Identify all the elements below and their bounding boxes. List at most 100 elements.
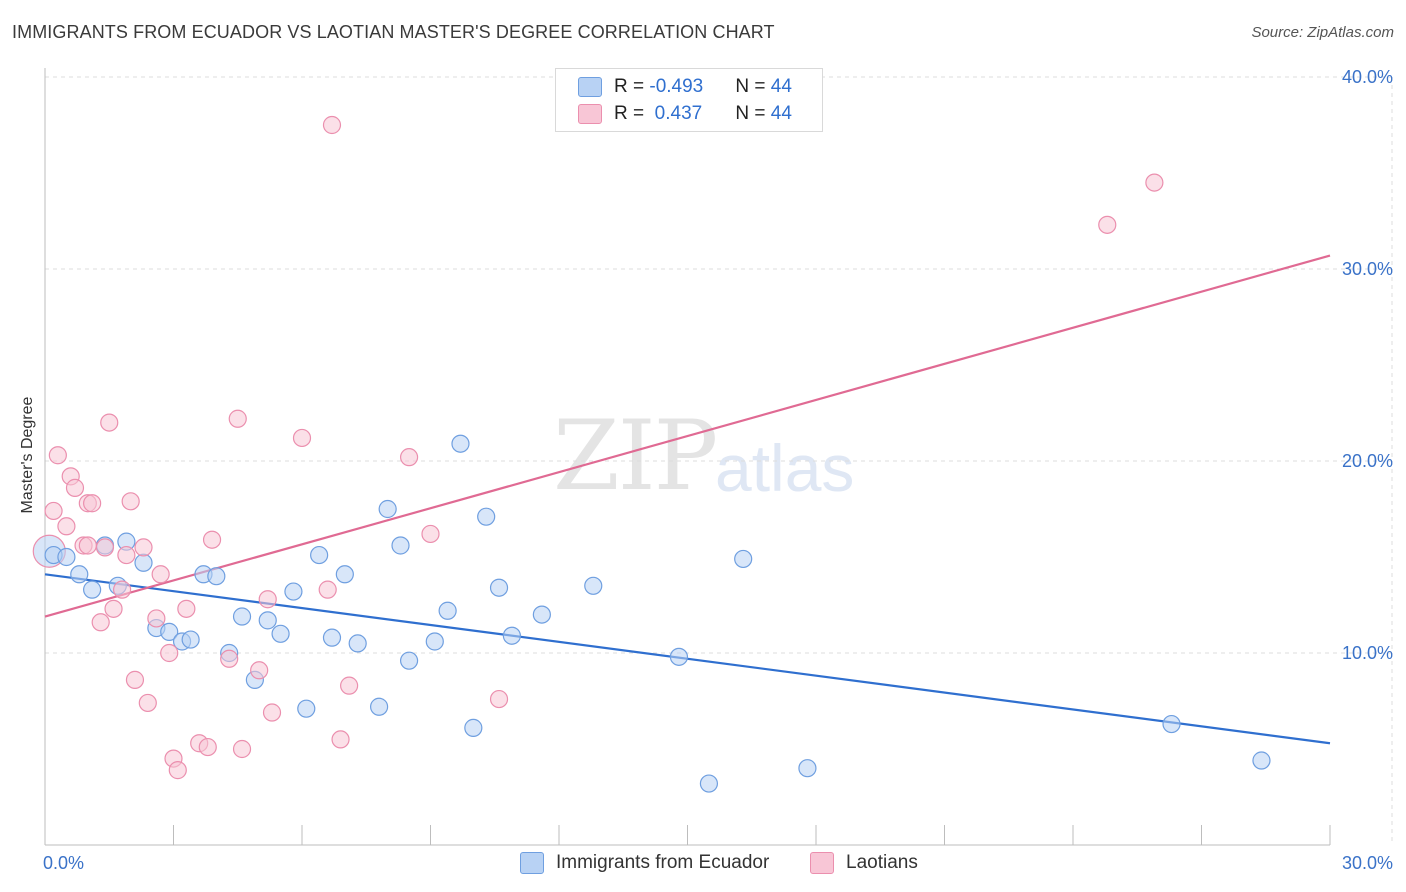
data-point bbox=[57, 517, 76, 536]
data-point bbox=[310, 545, 329, 565]
data-point bbox=[168, 761, 187, 780]
x-tick-label: 30.0% bbox=[1342, 853, 1393, 873]
trend-line-laotians bbox=[44, 254, 1331, 618]
data-point bbox=[48, 446, 67, 465]
data-point bbox=[121, 492, 140, 511]
source-credit: Source: ZipAtlas.com bbox=[1251, 24, 1394, 41]
tick-labels: 10.0% 20.0% 30.0% 40.0% 0.0% 30.0% bbox=[43, 67, 1393, 873]
data-point bbox=[232, 739, 252, 759]
data-point bbox=[699, 774, 719, 793]
data-point bbox=[125, 670, 145, 689]
axes bbox=[44, 68, 1331, 846]
data-point bbox=[421, 524, 440, 544]
n-label: N = bbox=[735, 76, 771, 97]
data-point bbox=[489, 578, 509, 597]
data-point bbox=[318, 580, 337, 599]
data-point bbox=[232, 607, 252, 626]
data-point bbox=[117, 545, 136, 565]
data-point bbox=[262, 703, 282, 722]
data-point bbox=[322, 115, 342, 135]
y-tick-label: 40.0% bbox=[1342, 67, 1393, 87]
y-axis-label: Master's Degree bbox=[19, 396, 36, 514]
data-point bbox=[112, 580, 132, 599]
data-point bbox=[669, 647, 689, 666]
data-point bbox=[207, 567, 226, 586]
data-point bbox=[70, 565, 89, 584]
data-point bbox=[228, 409, 247, 428]
data-point bbox=[83, 494, 102, 513]
data-point bbox=[198, 737, 217, 757]
data-point bbox=[250, 661, 269, 680]
data-point bbox=[464, 718, 483, 737]
data-point bbox=[95, 538, 115, 557]
data-point bbox=[100, 413, 119, 432]
n-label: N = bbox=[735, 103, 771, 124]
y-tick-label: 30.0% bbox=[1342, 259, 1393, 279]
data-point bbox=[78, 536, 97, 555]
data-point bbox=[134, 553, 153, 572]
data-point bbox=[160, 643, 179, 663]
blue-swatch-icon bbox=[578, 77, 602, 97]
watermark-atlas: atlas bbox=[715, 431, 855, 505]
y-tick-label: 10.0% bbox=[1342, 643, 1393, 663]
data-point bbox=[258, 590, 277, 609]
data-point bbox=[340, 676, 359, 695]
data-point bbox=[177, 599, 196, 618]
data-point bbox=[532, 605, 551, 624]
data-point bbox=[425, 632, 444, 651]
data-point bbox=[147, 609, 166, 628]
trend-lines bbox=[44, 254, 1331, 745]
legend-label-ecuador: Immigrants from Ecuador bbox=[556, 852, 770, 873]
data-point bbox=[151, 565, 170, 584]
legend-item-laotians[interactable]: Laotians bbox=[810, 852, 918, 874]
data-point bbox=[477, 507, 496, 526]
data-point bbox=[292, 428, 312, 448]
data-point bbox=[1162, 714, 1181, 734]
chart-title: IMMIGRANTS FROM ECUADOR VS LAOTIAN MASTE… bbox=[12, 22, 775, 42]
grid-lines bbox=[45, 76, 1393, 845]
data-point bbox=[271, 624, 290, 643]
legend-row-laotians: R = 0.437 N = 44 bbox=[578, 102, 792, 126]
pink-swatch-icon bbox=[578, 104, 602, 124]
data-point bbox=[91, 613, 110, 632]
data-point bbox=[284, 582, 303, 601]
data-point bbox=[83, 580, 102, 599]
data-point bbox=[391, 536, 410, 555]
data-point bbox=[489, 689, 509, 709]
r-value: 0.437 bbox=[649, 103, 703, 124]
data-point bbox=[138, 693, 157, 713]
legend-row-ecuador: R = -0.493 N = 44 bbox=[578, 75, 792, 99]
data-point bbox=[399, 448, 419, 467]
data-point bbox=[370, 697, 389, 716]
data-point bbox=[451, 434, 470, 453]
data-point bbox=[160, 622, 179, 641]
data-point bbox=[258, 611, 277, 630]
data-point bbox=[584, 576, 603, 595]
data-point bbox=[181, 630, 200, 649]
n-value: 44 bbox=[770, 76, 792, 97]
n-value: 44 bbox=[770, 103, 792, 124]
legend-item-ecuador[interactable]: Immigrants from Ecuador bbox=[520, 852, 769, 874]
data-point bbox=[104, 599, 123, 618]
data-points bbox=[32, 115, 1271, 793]
data-point bbox=[220, 649, 239, 668]
x-tick-label: 0.0% bbox=[43, 853, 84, 873]
data-point bbox=[348, 634, 367, 653]
y-tick-label: 20.0% bbox=[1342, 451, 1393, 471]
data-point bbox=[438, 601, 457, 620]
data-point bbox=[331, 730, 350, 749]
data-point bbox=[44, 501, 63, 521]
r-label: R = bbox=[614, 103, 650, 124]
correlation-legend: R = -0.493 N = 44 R = 0.437 N = 44 bbox=[555, 68, 823, 132]
r-value: -0.493 bbox=[649, 76, 704, 97]
data-point bbox=[335, 565, 354, 584]
data-point bbox=[798, 759, 817, 778]
data-point bbox=[1252, 751, 1271, 770]
legend-label-laotians: Laotians bbox=[846, 852, 918, 873]
data-point bbox=[502, 626, 521, 645]
data-point bbox=[399, 651, 419, 670]
blue-swatch-icon bbox=[520, 852, 544, 874]
data-point bbox=[734, 549, 753, 569]
data-point bbox=[134, 538, 153, 557]
